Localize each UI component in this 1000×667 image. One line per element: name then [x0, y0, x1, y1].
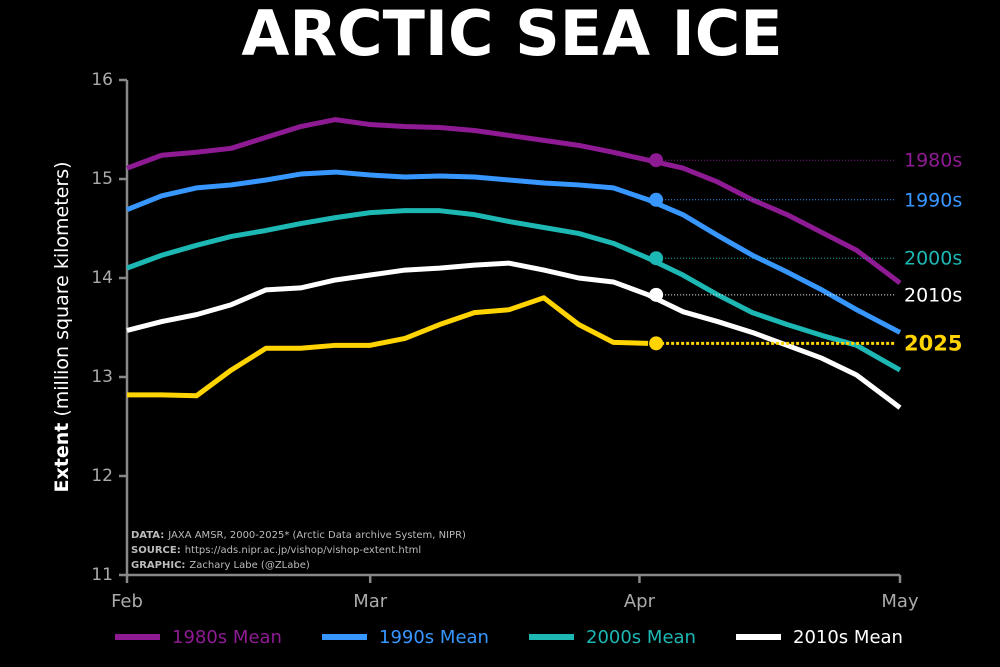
y-tick-label: 16 — [91, 70, 113, 90]
series-line — [127, 295, 649, 399]
axes: 11 12 13 14 15 16 Feb Mar Apr May — [91, 70, 919, 612]
end-label: 2010s — [904, 284, 962, 306]
note-label: SOURCE: — [131, 545, 181, 556]
note: SOURCE: https://ads.nipr.ac.jp/vishop/vis… — [131, 545, 421, 556]
x-tick-label: May — [881, 591, 919, 612]
legend-label: 2010s Mean — [793, 627, 903, 648]
legend-label: 1980s Mean — [172, 627, 282, 648]
x-tick-label: Apr — [624, 591, 656, 612]
chart-title: ARCTIC SEA ICE — [241, 0, 782, 70]
note-label: GRAPHIC: — [131, 560, 185, 571]
y-tick-label: 11 — [91, 565, 113, 585]
end-label: 1990s — [904, 189, 962, 211]
legend-label: 1990s Mean — [379, 627, 489, 648]
series-line — [126, 169, 902, 335]
y-axis-label-rest: (million square kilometers) — [51, 161, 73, 416]
end-marker — [649, 336, 664, 351]
y-tick-label: 12 — [91, 466, 113, 486]
end-marker — [649, 153, 664, 168]
end-marker — [649, 192, 664, 207]
note-text: JAXA AMSR, 2000-2025* (Arctic Data archi… — [167, 530, 466, 541]
x-tick-label: Feb — [111, 591, 143, 612]
note-text: Zachary Labe (@ZLabe) — [189, 560, 309, 571]
note: DATA: JAXA AMSR, 2000-2025* (Arctic Data … — [131, 530, 466, 541]
series-line — [126, 208, 902, 373]
series-line — [126, 260, 902, 410]
end-marker — [649, 251, 664, 266]
y-tick-label: 14 — [91, 268, 113, 288]
end-label: 2000s — [904, 248, 962, 270]
note-label: DATA: — [131, 530, 164, 541]
x-tick-label: Mar — [353, 591, 388, 612]
end-marker — [649, 287, 664, 302]
series-line — [126, 117, 902, 285]
y-tick-label: 13 — [91, 367, 113, 387]
note-text: https://ads.nipr.ac.jp/vishop/vishop-ext… — [185, 545, 421, 556]
y-axis-label-bold: Extent — [51, 423, 73, 493]
end-label: 2025 — [904, 331, 962, 355]
y-axis-label: Extent (million square kilometers) — [51, 161, 73, 492]
y-tick-label: 15 — [91, 169, 113, 189]
end-label: 1980s — [904, 150, 962, 172]
legend-label: 2000s Mean — [586, 627, 696, 648]
legend: 1980s Mean 1990s Mean 2000s Mean 2010s Mean — [115, 627, 903, 648]
notes: DATA: JAXA AMSR, 2000-2025* (Arctic Data … — [131, 530, 466, 571]
note: GRAPHIC: Zachary Labe (@ZLabe) — [131, 560, 310, 571]
lines: 1980s 1990s 2000s 2010s 2025 — [126, 117, 962, 410]
